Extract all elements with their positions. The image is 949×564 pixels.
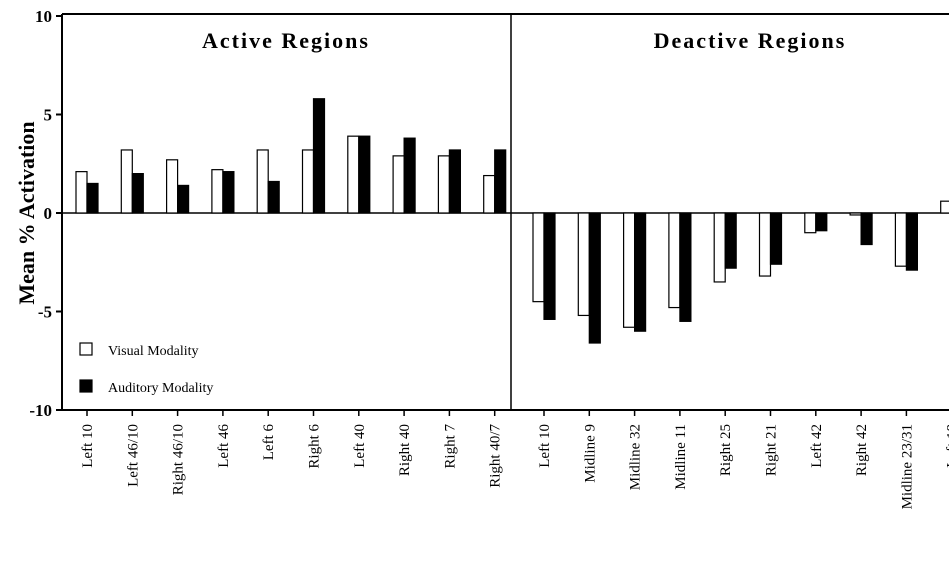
bar-auditory xyxy=(860,212,873,246)
bar-visual xyxy=(849,212,862,216)
bar-visual xyxy=(940,200,949,214)
legend-label-auditory: Auditory Modality xyxy=(108,381,213,396)
x-tick-label: Midline 32 xyxy=(628,424,644,490)
bar-visual xyxy=(894,212,908,267)
bar-visual xyxy=(622,212,636,328)
bar-auditory xyxy=(448,149,461,214)
x-tick-label: Right 25 xyxy=(718,424,734,476)
bar-visual xyxy=(301,149,315,214)
bar-auditory xyxy=(403,137,416,214)
bar-visual xyxy=(120,149,133,214)
bar-auditory xyxy=(633,212,647,332)
x-tick-label: Right 6 xyxy=(307,424,323,469)
x-tick-label: Left 40 xyxy=(352,424,368,468)
x-tick-label: Right 7 xyxy=(442,424,458,469)
x-tick-label: Midline 11 xyxy=(673,424,689,490)
x-tick-label: Right 40 xyxy=(397,424,413,476)
bar-auditory xyxy=(815,212,828,232)
x-tick-label: Right 42 xyxy=(854,424,870,476)
y-tick-label: 0 xyxy=(44,204,53,223)
legend-swatch-auditory xyxy=(79,379,93,393)
bar-visual xyxy=(75,171,88,214)
bar-auditory xyxy=(267,180,280,214)
bar-visual xyxy=(256,149,269,214)
bar-visual xyxy=(392,155,405,214)
y-tick-label: -5 xyxy=(38,303,52,322)
bar-visual xyxy=(758,212,772,277)
panel-title-deactive: Deactive Regions xyxy=(654,28,847,53)
axes: 10 5 0 -5 -10 Mean % Activation Active Regions… xyxy=(14,7,949,420)
y-tick-label: 5 xyxy=(44,106,53,125)
y-axis-title: Mean % Activation xyxy=(14,121,39,304)
legend: Visual Modality Auditory Modality xyxy=(79,342,213,396)
bars xyxy=(75,98,949,344)
labels: Left 10 Left 46/10 Right 46/10 Left 46 Left … xyxy=(80,424,949,510)
x-tick-label: Left 46/10 xyxy=(125,424,141,487)
bar-auditory xyxy=(222,171,235,214)
bar-auditory xyxy=(177,184,190,214)
x-tick-label: Left 42 xyxy=(809,424,825,468)
legend-swatch-visual xyxy=(79,342,93,356)
x-tick-label: Left 10 xyxy=(537,424,553,468)
bar-visual xyxy=(713,212,726,283)
panel-title-active: Active Regions xyxy=(202,28,370,53)
bar-visual xyxy=(577,212,590,317)
bar-auditory xyxy=(543,212,556,320)
bar-auditory xyxy=(769,212,783,265)
x-tick-label: Left 46 xyxy=(216,424,232,468)
x-tick-label: Right 21 xyxy=(764,424,780,476)
legend-label-visual: Visual Modality xyxy=(108,344,199,359)
x-tick-label: Right 46/10 xyxy=(171,424,187,495)
bar-visual xyxy=(804,212,817,234)
bar-visual xyxy=(668,212,681,309)
x-tick-label: Left 6 xyxy=(261,424,277,461)
x-tick-label: Left 10 xyxy=(80,424,96,468)
x-tick-label: Right 40/7 xyxy=(488,424,504,488)
x-tick-label: Midline 23/31 xyxy=(899,424,915,509)
y-tick-label: 10 xyxy=(35,7,52,26)
bar-visual xyxy=(211,169,224,214)
bar-auditory xyxy=(358,135,371,214)
y-tick-label: -10 xyxy=(29,401,52,420)
x-tick-label: Left 18 xyxy=(945,424,949,468)
bar-visual xyxy=(166,159,179,214)
bar-auditory xyxy=(494,149,507,214)
bar-auditory xyxy=(312,98,326,214)
bar-visual xyxy=(483,174,496,214)
bar-visual xyxy=(437,155,450,214)
bar-visual xyxy=(347,135,360,214)
bar-auditory xyxy=(588,212,601,344)
bar-auditory xyxy=(679,212,692,322)
bar-auditory xyxy=(131,173,144,214)
bar-auditory xyxy=(86,182,99,214)
bar-auditory xyxy=(905,212,919,271)
x-tick-label: Midline 9 xyxy=(582,424,598,483)
bar-visual xyxy=(532,212,545,303)
bar-auditory xyxy=(724,212,737,269)
